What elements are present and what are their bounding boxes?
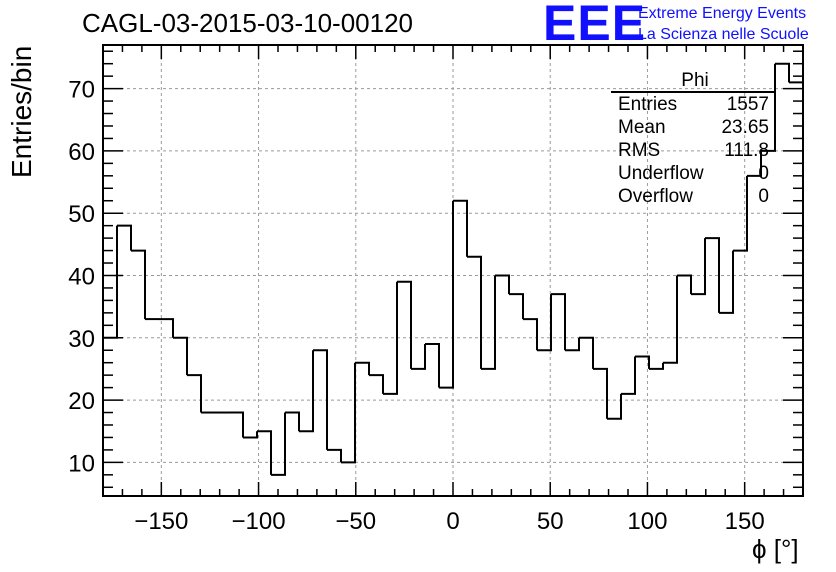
y-tick-label: 40 bbox=[68, 263, 95, 290]
histogram-bin bbox=[481, 275, 496, 370]
histogram-bin bbox=[229, 411, 244, 438]
histogram-bin bbox=[411, 344, 426, 370]
histogram-bin bbox=[103, 225, 118, 339]
histogram-bin bbox=[271, 412, 286, 476]
histogram-bin bbox=[635, 355, 650, 369]
histogram-bin bbox=[747, 150, 762, 177]
histogram-bin bbox=[523, 318, 538, 351]
stats-label: RMS bbox=[618, 140, 661, 161]
histogram-bin bbox=[775, 62, 790, 83]
x-tick-label: −50 bbox=[335, 508, 376, 535]
histogram-bin bbox=[355, 361, 370, 376]
stats-row-underflow: Underflow 0 bbox=[611, 162, 775, 185]
histogram-bin bbox=[453, 199, 468, 257]
histogram-bin bbox=[705, 237, 720, 313]
stats-box-title: Phi bbox=[611, 69, 775, 93]
histogram-bin bbox=[159, 318, 174, 338]
logo-caption-line2: La Scienza nelle Scuole bbox=[638, 26, 809, 43]
histogram-bin bbox=[537, 294, 552, 352]
y-tick-label: 50 bbox=[68, 201, 95, 228]
logo-caption-line1: Extreme Energy Events bbox=[638, 5, 807, 22]
y-tick-label: 20 bbox=[68, 388, 95, 415]
stats-label: Underflow bbox=[618, 163, 704, 184]
stats-label: Overflow bbox=[618, 186, 693, 207]
stats-value: 0 bbox=[758, 186, 769, 207]
stats-label: Mean bbox=[618, 117, 666, 138]
y-tick-label: 60 bbox=[68, 139, 95, 166]
histogram-bin bbox=[691, 238, 706, 296]
x-tick-label: 0 bbox=[446, 508, 459, 535]
stats-row-rms: RMS 111.8 bbox=[611, 139, 775, 162]
histogram-bin bbox=[383, 281, 398, 395]
histogram-title: CAGL-03-2015-03-10-00120 bbox=[82, 8, 413, 38]
stats-row-mean: Mean 23.65 bbox=[611, 116, 775, 139]
histogram-bin bbox=[439, 200, 454, 389]
axes: −150 −100 −50 0 50 100 150 10 20 30 40 50 60 70 bbox=[68, 44, 804, 535]
histogram-bin bbox=[677, 274, 692, 295]
histogram-bin bbox=[285, 411, 300, 432]
histogram-bin bbox=[565, 337, 580, 352]
stats-label: Entries bbox=[618, 94, 678, 115]
y-axis-label: Entries/bin bbox=[6, 45, 37, 178]
histogram-bin bbox=[663, 275, 678, 364]
histogram-bin bbox=[467, 255, 482, 369]
x-tick-label: −150 bbox=[134, 508, 188, 535]
histogram-bin bbox=[621, 356, 636, 395]
x-tick-label: 100 bbox=[627, 508, 667, 535]
histogram-bin bbox=[719, 250, 734, 314]
histogram-bin bbox=[369, 374, 384, 394]
histogram-bin bbox=[495, 274, 510, 295]
x-tick-label: −100 bbox=[232, 508, 286, 535]
histogram-bin bbox=[243, 431, 258, 439]
histogram-bin bbox=[425, 343, 440, 388]
histogram-bin bbox=[173, 336, 188, 376]
histogram-bin bbox=[131, 249, 146, 320]
stats-box: Phi Entries 1557 Mean 23.65 RMS 111.8 Un… bbox=[611, 69, 775, 208]
histogram-bin bbox=[397, 280, 412, 369]
stats-value: 1557 bbox=[726, 94, 769, 115]
histogram-bin bbox=[761, 63, 776, 152]
histogram-bin bbox=[187, 374, 202, 413]
histogram-bin bbox=[607, 393, 622, 420]
histogram-bin bbox=[649, 362, 664, 370]
stats-value: 0 bbox=[758, 163, 769, 184]
histogram-bin bbox=[313, 349, 328, 450]
histogram-bin bbox=[327, 448, 342, 463]
histogram-bin bbox=[579, 336, 594, 369]
histogram-bin bbox=[257, 430, 272, 475]
histogram-bin bbox=[593, 367, 608, 419]
y-tick-label: 30 bbox=[68, 326, 95, 353]
stats-value: 111.8 bbox=[724, 140, 769, 161]
y-tick-label: 10 bbox=[68, 450, 95, 477]
histogram-bin bbox=[733, 175, 748, 252]
histogram-bars bbox=[103, 62, 803, 476]
histogram-bin bbox=[117, 224, 132, 251]
x-tick-label: 150 bbox=[725, 508, 765, 535]
histogram-bin bbox=[341, 362, 356, 464]
histogram-bin bbox=[509, 293, 524, 320]
x-tick-label: 50 bbox=[537, 508, 564, 535]
histogram-bin bbox=[299, 350, 314, 433]
stats-value: 23.65 bbox=[721, 117, 769, 138]
logo-caption: Extreme Energy Events La Scienza nelle S… bbox=[638, 3, 809, 45]
y-tick-label: 70 bbox=[68, 77, 95, 104]
eee-logo: EEE bbox=[543, 0, 647, 51]
x-axis-label: ϕ [°] bbox=[752, 534, 799, 564]
histogram-bin bbox=[551, 293, 566, 351]
stats-row-overflow: Overflow 0 bbox=[611, 185, 775, 208]
stats-row-entries: Entries 1557 bbox=[611, 93, 775, 116]
